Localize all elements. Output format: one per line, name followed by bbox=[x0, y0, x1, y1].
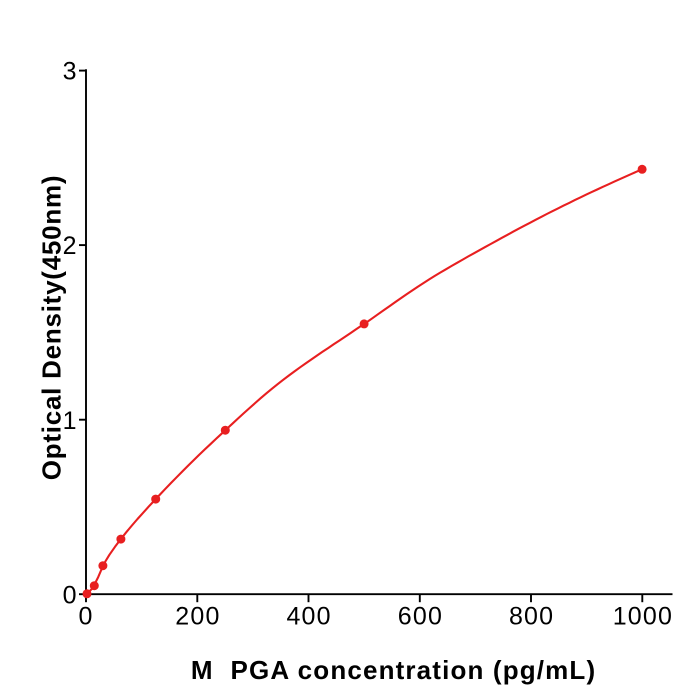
svg-text:Optical Density(450nm): Optical Density(450nm) bbox=[37, 175, 67, 480]
svg-text:M PGA concentration (pg/mL): M PGA concentration (pg/mL) bbox=[191, 655, 596, 685]
svg-text:200: 200 bbox=[175, 602, 220, 630]
svg-text:2: 2 bbox=[63, 232, 77, 260]
svg-text:3: 3 bbox=[63, 58, 77, 86]
svg-text:800: 800 bbox=[509, 602, 554, 630]
svg-text:0: 0 bbox=[63, 581, 77, 609]
svg-text:1: 1 bbox=[63, 407, 77, 435]
svg-text:0: 0 bbox=[78, 602, 93, 630]
svg-text:600: 600 bbox=[398, 602, 443, 630]
svg-text:1000: 1000 bbox=[613, 602, 673, 630]
svg-text:400: 400 bbox=[286, 602, 331, 630]
